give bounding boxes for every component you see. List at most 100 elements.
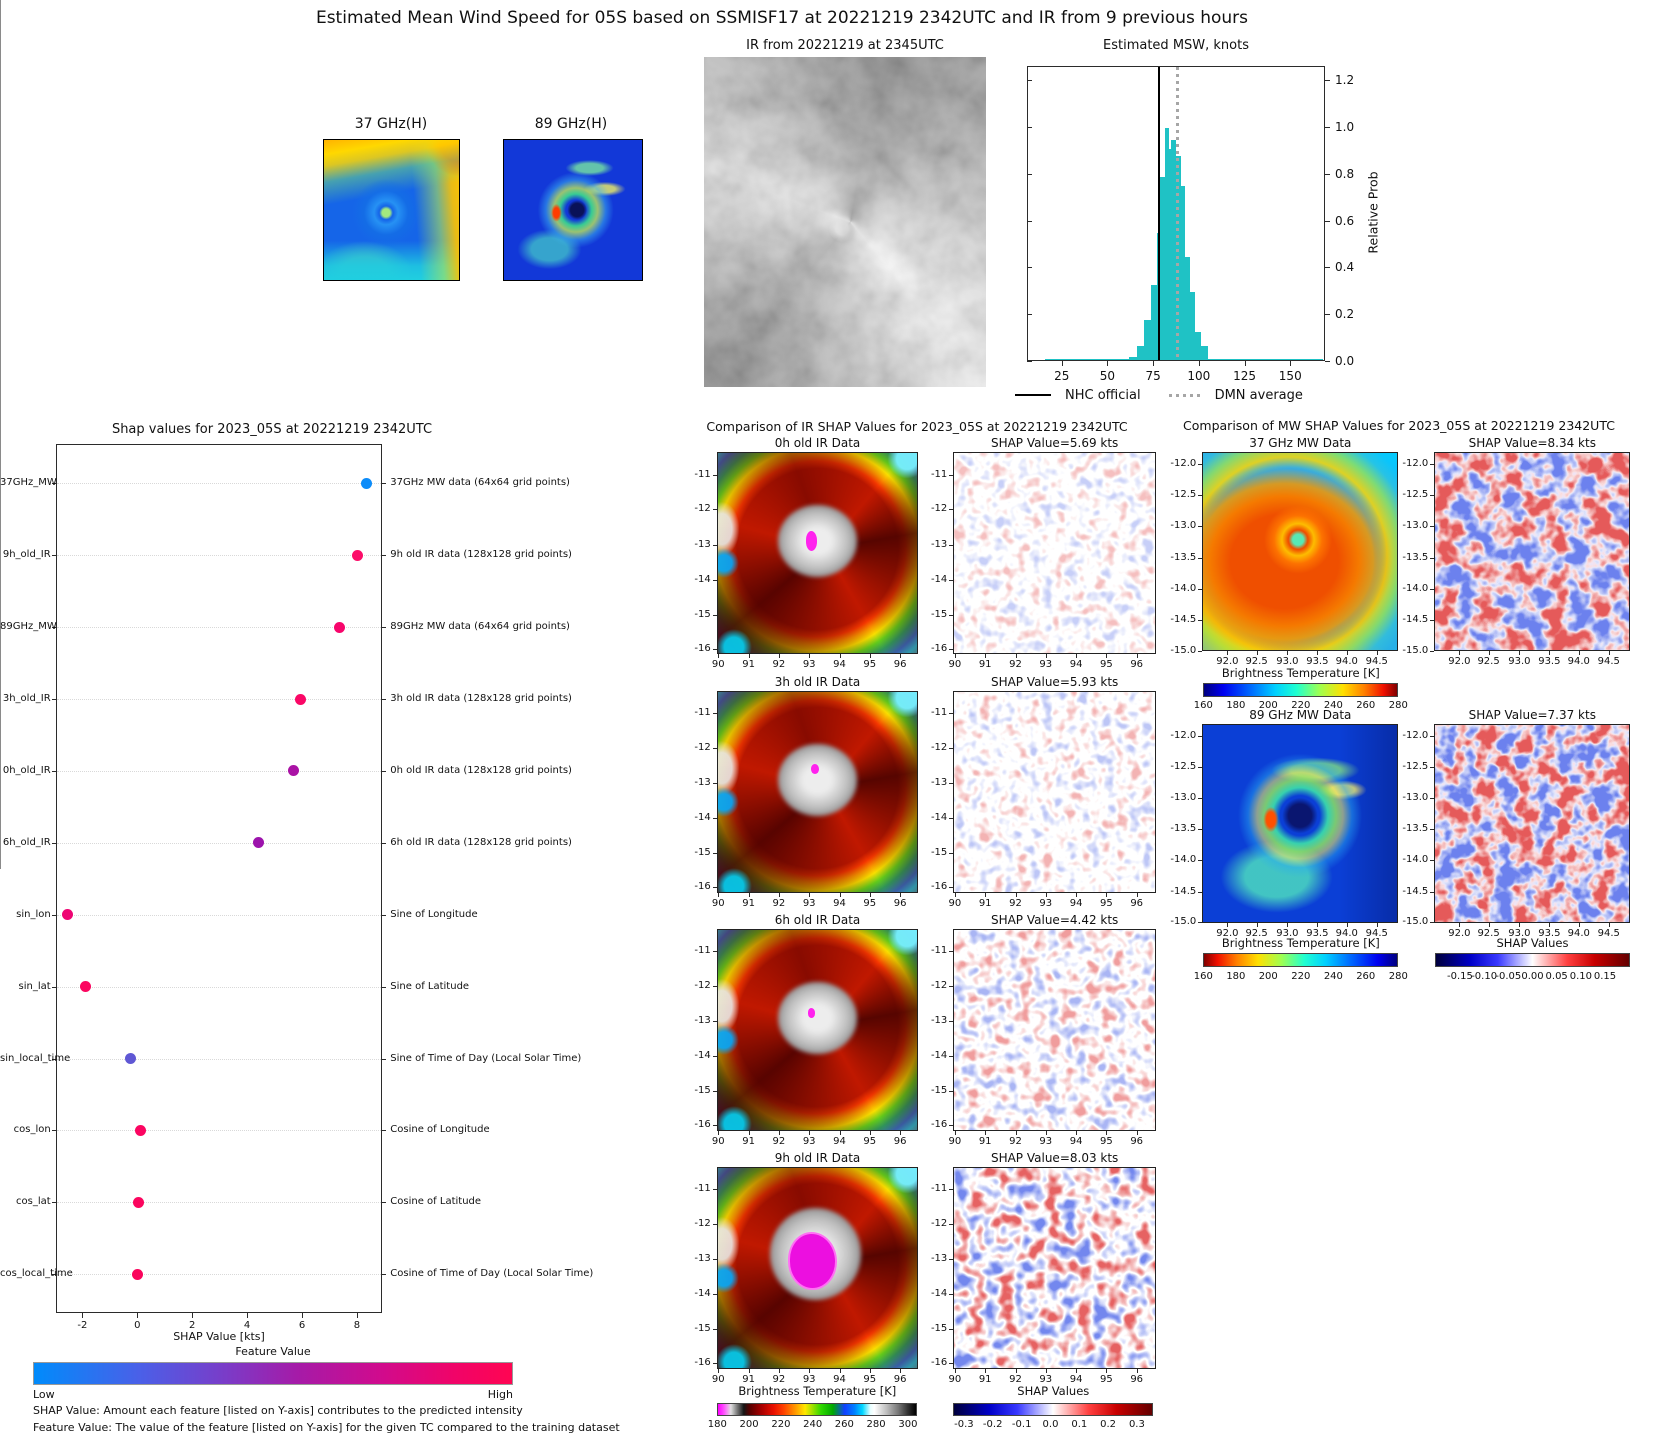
panel-ytick-label: -12 xyxy=(694,503,711,515)
panel-xtick-label: 96 xyxy=(893,897,907,909)
panel-ytick xyxy=(712,544,717,546)
shap-dot-plot: 37GHz_MW 37GHz MW data (64x64 grid points… xyxy=(0,0,593,1331)
shap-noise-texture xyxy=(954,929,1155,1130)
panel-xtick-label: 90 xyxy=(948,1135,962,1147)
panel-xtick xyxy=(869,1368,871,1373)
panel-ytick-label: -15.0 xyxy=(1402,644,1429,656)
hist-bar xyxy=(1165,127,1169,360)
hist-ytick xyxy=(1325,267,1330,269)
panel-ytick-label: -16 xyxy=(694,1357,711,1369)
panel-ytick xyxy=(1430,650,1435,652)
shap-noise-map xyxy=(953,690,1156,893)
hist-bar xyxy=(1045,359,1130,360)
panel-xtick-label: 94 xyxy=(1069,659,1083,671)
colorbar-tick-label: 0.0 xyxy=(1042,1419,1059,1430)
panel-xtick xyxy=(1519,923,1521,927)
panel-xtick-label: 92 xyxy=(772,1373,786,1385)
panel-ytick xyxy=(1430,798,1435,800)
shap-row-desc: 9h old IR data (128x128 grid points) xyxy=(390,549,572,561)
shap-row-tick-left xyxy=(51,770,56,772)
panel-xtick xyxy=(1076,1368,1078,1373)
panel-xtick xyxy=(809,1130,811,1135)
shap-row-tick-left xyxy=(51,699,56,700)
histogram-ylabel: Relative Prob xyxy=(1365,171,1381,254)
panel-xtick xyxy=(954,1368,956,1373)
colorbar-tick-label: 300 xyxy=(898,1419,918,1430)
hist-xtick-label: 50 xyxy=(1099,369,1116,383)
panel-xtick-label: 93.0 xyxy=(1508,656,1531,668)
panel-xtick xyxy=(839,892,841,897)
panel-xtick-label: 90 xyxy=(948,659,962,671)
shap-row-tick-left xyxy=(51,1202,56,1204)
panel-ytick-label: -12 xyxy=(694,1218,711,1230)
storm-eye xyxy=(805,531,818,552)
panel-ytick-label: -14.5 xyxy=(1402,613,1429,625)
shap-dot xyxy=(352,549,364,561)
colorbar-tick-label: -0.2 xyxy=(982,1419,1003,1430)
shap-row-label: 9h_old_IR xyxy=(2,549,51,561)
hist-ytick xyxy=(1325,126,1330,128)
panel-xtick xyxy=(1459,651,1461,656)
panel-ytick xyxy=(712,886,717,888)
panel-ytick-label: -12.5 xyxy=(1402,489,1429,501)
colorbar-tick-label: 0.05 xyxy=(1545,971,1568,982)
panel-xtick xyxy=(1015,1368,1017,1373)
panel-xtick-label: 94.0 xyxy=(1335,656,1358,668)
panel-ytick xyxy=(712,1224,717,1226)
panel-ytick xyxy=(949,648,954,650)
panel-xtick xyxy=(1045,892,1047,897)
colorbar-tick-label: 260 xyxy=(1356,971,1376,982)
panel-ytick-label: -13 xyxy=(694,1253,711,1265)
panel-ytick xyxy=(1198,526,1203,528)
panel-ytick xyxy=(949,782,954,784)
shap-gridline xyxy=(56,1058,382,1060)
shap-row-tick-left xyxy=(51,1130,56,1132)
panel-xtick xyxy=(1608,651,1610,656)
panel-ytick-label: -13.5 xyxy=(1402,823,1429,835)
panel-xtick-label: 90 xyxy=(711,1135,725,1147)
panel-xtick xyxy=(778,1368,780,1373)
figure-title: Estimated Mean Wind Speed for 05S based … xyxy=(315,8,1249,28)
colorbar-tick-label: 160 xyxy=(1193,971,1213,982)
panel-xtick xyxy=(869,1130,871,1135)
panel-xtick xyxy=(1488,651,1490,656)
panel-ytick xyxy=(712,852,717,854)
panel-xtick-label: 94 xyxy=(1069,897,1083,909)
panel-xtick xyxy=(1136,654,1138,659)
colorbar-tick-label: 220 xyxy=(1291,700,1311,711)
shap-row-desc: Sine of Latitude xyxy=(390,980,470,992)
panel-xtick xyxy=(985,892,987,897)
panel-xtick-label: 91 xyxy=(742,897,755,909)
panel-xtick-label: 95 xyxy=(1100,1135,1113,1147)
histogram-title: Estimated MSW, knots xyxy=(1103,38,1249,53)
hist-bar xyxy=(1171,139,1176,360)
panel-ytick xyxy=(712,474,717,476)
panel-ytick xyxy=(712,747,717,749)
colorbar-tick-label: 260 xyxy=(834,1419,854,1430)
panel-ytick xyxy=(949,1329,954,1331)
shap-xtick-label: 2 xyxy=(189,1320,196,1332)
panel-xtick-label: 94.5 xyxy=(1597,928,1620,939)
panel-ytick-label: -14 xyxy=(694,1288,711,1300)
panel-ytick xyxy=(1198,735,1203,737)
panel-xtick xyxy=(1106,1368,1108,1373)
panel-ytick-label: -12.0 xyxy=(1170,729,1197,741)
panel-xtick xyxy=(869,892,871,897)
panel-xtick xyxy=(900,1368,902,1373)
shap-dot xyxy=(80,981,92,993)
panel-xtick xyxy=(1376,651,1378,656)
panel-ytick-label: -13 xyxy=(694,538,711,550)
panel-xtick xyxy=(1287,923,1289,927)
panel-ytick-label: -15.0 xyxy=(1170,644,1197,656)
shap-row-tick-right xyxy=(382,842,387,844)
panel-ytick-label: -13.5 xyxy=(1402,551,1429,563)
panel-xtick xyxy=(954,1130,956,1135)
panel-xtick xyxy=(1376,923,1378,927)
panel-ytick xyxy=(949,852,954,854)
panel-ytick xyxy=(1430,735,1435,737)
shap-gridline xyxy=(56,842,382,844)
colorbar-tick-label: 220 xyxy=(771,1419,791,1430)
mw-data-image xyxy=(1202,452,1399,652)
histogram-frame xyxy=(1027,66,1325,361)
